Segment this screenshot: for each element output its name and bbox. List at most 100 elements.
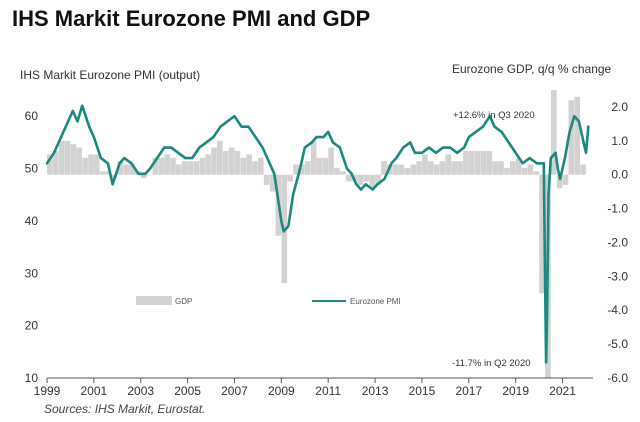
gdp-bar: [498, 161, 504, 175]
gdp-bar: [158, 157, 165, 175]
gdp-bar: [357, 174, 364, 185]
gdp-bar: [205, 154, 211, 175]
right-tick-label: 2.0: [611, 100, 628, 114]
gdp-bar: [105, 171, 112, 175]
left-tick-label: 30: [25, 266, 39, 280]
right-tick-label: -6.0: [607, 371, 628, 385]
gdp-bar: [568, 100, 575, 175]
gdp-bar: [322, 157, 329, 175]
x-tick-label: 2019: [502, 384, 529, 398]
left-tick-label: 10: [25, 371, 39, 385]
gdp-bar: [556, 174, 563, 189]
gdp-bar: [316, 157, 323, 175]
gdp-bar: [468, 151, 475, 175]
right-axis-title: Eurozone GDP, q/q % change: [452, 62, 612, 76]
gdp-bar: [140, 174, 147, 179]
right-tick-label: 0.0: [611, 168, 628, 182]
gdp-bar: [510, 161, 516, 175]
gdp-bars: [47, 90, 586, 378]
gdp-bar: [422, 154, 428, 175]
gdp-bar: [117, 161, 123, 175]
x-tick-label: 2007: [221, 384, 248, 398]
gdp-bar: [164, 154, 170, 175]
gdp-bar: [398, 164, 405, 175]
gdp-bar: [334, 167, 340, 175]
right-tick-label: -5.0: [607, 337, 628, 351]
gdp-bar: [304, 161, 311, 175]
gdp-bar: [152, 157, 159, 175]
gdp-bar: [129, 164, 135, 175]
gdp-bar: [287, 174, 293, 182]
gdp-bar: [82, 157, 88, 175]
gdp-bar: [170, 157, 176, 175]
gdp-bar: [345, 174, 352, 182]
gdp-bar: [234, 151, 241, 175]
source-note: Sources: IHS Markit, Eurostat.: [44, 402, 206, 416]
gdp-bar: [492, 161, 498, 175]
gdp-bar: [363, 174, 370, 182]
gdp-bar: [340, 171, 346, 175]
gdp-bar: [574, 96, 580, 175]
gdp-bar: [375, 174, 381, 185]
gdp-bar: [64, 140, 71, 175]
gdp-bar: [293, 164, 299, 175]
gdp-bar: [445, 154, 452, 175]
gdp-bar: [70, 144, 77, 175]
right-tick-label: -4.0: [607, 303, 628, 317]
gdp-bar: [187, 161, 194, 175]
x-tick-label: 2009: [268, 384, 295, 398]
right-tick-label: -2.0: [607, 235, 628, 249]
gdp-bar: [176, 164, 182, 175]
gdp-bar: [439, 161, 446, 175]
right-tick-label: 1.0: [611, 134, 628, 148]
gdp-bar: [451, 161, 457, 175]
gdp-bar: [551, 90, 557, 175]
gdp-bar: [480, 151, 487, 175]
gdp-bar: [199, 157, 206, 175]
gdp-bar: [463, 151, 469, 175]
gdp-bar: [222, 151, 229, 175]
gdp-bar: [240, 157, 247, 175]
gdp-bar: [427, 161, 434, 175]
gdp-bar: [228, 147, 235, 175]
right-tick-label: -1.0: [607, 202, 628, 216]
pmi-line: [45, 104, 590, 364]
pmi-line-group: [45, 104, 590, 364]
gdp-bar: [299, 164, 305, 175]
gdp-bar: [433, 164, 440, 175]
x-tick-label: 2017: [455, 384, 482, 398]
gdp-bar: [392, 164, 399, 175]
gdp-bar: [369, 174, 375, 189]
annotation-low: -11.7% in Q2 2020: [452, 358, 531, 369]
gdp-bar: [76, 147, 82, 175]
gdp-bar: [521, 167, 528, 175]
gdp-bar: [410, 164, 416, 175]
gdp-bar: [404, 167, 411, 175]
legend-pmi-label: Eurozone PMI: [350, 297, 401, 306]
gdp-bar: [263, 174, 270, 185]
gdp-bar: [562, 174, 569, 185]
gdp-bar: [474, 151, 481, 175]
left-tick-label: 50: [25, 162, 39, 176]
gdp-bar: [381, 161, 387, 175]
left-tick-label: 20: [25, 319, 39, 333]
gdp-bar: [539, 174, 545, 294]
gdp-bar: [181, 161, 188, 175]
legend-gdp-label: GDP: [175, 297, 192, 306]
x-tick-label: 2005: [174, 384, 201, 398]
gdp-bar: [533, 171, 539, 175]
gdp-bar: [258, 157, 264, 175]
x-tick-label: 2021: [549, 384, 576, 398]
left-axis-title: IHS Markit Eurozone PMI (output): [20, 68, 201, 82]
gdp-bar: [58, 140, 65, 175]
gdp-bar: [457, 161, 463, 175]
legend-gdp-swatch: [136, 296, 172, 305]
gdp-bar: [211, 147, 217, 175]
x-tick-label: 2003: [127, 384, 154, 398]
x-tick-label: 2001: [81, 384, 108, 398]
annotation-high: +12.6% in Q3 2020: [453, 110, 535, 121]
right-tick-label: -3.0: [607, 269, 628, 283]
x-tick-label: 1999: [34, 384, 61, 398]
gdp-bar: [269, 174, 276, 192]
gdp-bar: [193, 161, 200, 175]
